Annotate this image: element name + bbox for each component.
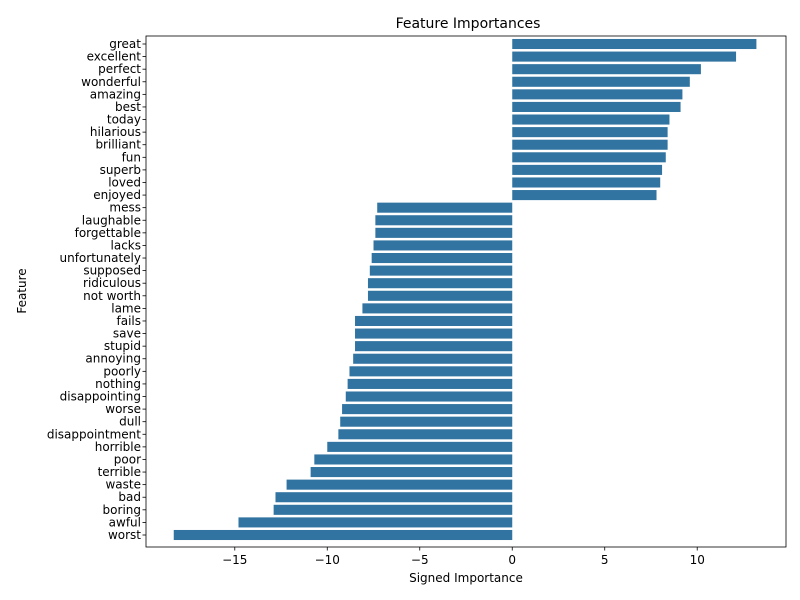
- bar-annoying: [353, 353, 513, 364]
- y-tick-label: poorly: [103, 364, 141, 378]
- x-tick-label: 5: [601, 553, 609, 567]
- x-tick-label: 0: [508, 553, 516, 567]
- y-tick-label: wonderful: [81, 75, 141, 89]
- bar-forgettable: [375, 227, 513, 238]
- x-tick-label: −5: [411, 553, 429, 567]
- y-tick-label: terrible: [98, 465, 141, 479]
- y-tick-label: great: [109, 37, 141, 51]
- y-tick-label: supposed: [83, 264, 141, 278]
- plot-frame: [145, 35, 787, 548]
- bar-mess: [377, 202, 513, 213]
- bar-poor: [314, 454, 513, 465]
- bar-excellent: [512, 51, 737, 62]
- bar-supposed: [369, 265, 513, 276]
- x-axis-label: Signed Importance: [409, 571, 523, 585]
- chart-title: Feature Importances: [396, 16, 541, 32]
- y-tick-label: excellent: [87, 50, 142, 64]
- bar-hilarious: [512, 127, 668, 138]
- y-tick-label: enjoyed: [93, 188, 141, 202]
- bar-awful: [238, 517, 513, 528]
- y-tick-label: amazing: [90, 87, 141, 101]
- bar-superb: [512, 164, 663, 175]
- y-tick-label: laughable: [82, 213, 141, 227]
- bar-lacks: [373, 240, 513, 251]
- bar-worse: [342, 404, 513, 415]
- bar-terrible: [310, 467, 513, 478]
- y-tick-label: ridiculous: [83, 276, 141, 290]
- y-tick-label: save: [113, 327, 141, 341]
- y-tick-label: annoying: [85, 352, 141, 366]
- bar-wonderful: [512, 76, 690, 87]
- bar-best: [512, 101, 681, 112]
- y-tick-label: today: [107, 113, 141, 127]
- y-tick-label: bad: [118, 490, 141, 504]
- bar-dull: [340, 416, 513, 427]
- bar-lame: [362, 303, 513, 314]
- bar-today: [512, 114, 670, 125]
- bar-perfect: [512, 64, 701, 75]
- y-tick-label: perfect: [98, 62, 141, 76]
- y-tick-label: worse: [105, 402, 141, 416]
- y-tick-label: lacks: [111, 238, 142, 252]
- y-axis-label: Feature: [15, 268, 29, 313]
- y-tick-label: lame: [111, 301, 141, 315]
- y-tick-label: fails: [117, 314, 142, 328]
- bars-group: [173, 38, 757, 541]
- y-tick-label: best: [115, 100, 141, 114]
- bar-horrible: [327, 441, 513, 452]
- y-tick-label: disappointment: [47, 427, 141, 441]
- y-tick-label: horrible: [95, 440, 141, 454]
- y-axis-ticks: greatexcellentperfectwonderfulamazingbes…: [47, 37, 146, 542]
- y-tick-label: mess: [109, 201, 141, 215]
- bar-bad: [275, 492, 513, 503]
- y-tick-label: forgettable: [75, 226, 141, 240]
- bar-disappointment: [338, 429, 513, 440]
- bar-amazing: [512, 89, 683, 100]
- y-tick-label: nothing: [95, 377, 141, 391]
- y-tick-label: stupid: [104, 339, 141, 353]
- bar-laughable: [375, 215, 513, 226]
- bar-ridiculous: [367, 278, 513, 289]
- bar-brilliant: [512, 139, 668, 150]
- bar-stupid: [355, 341, 513, 352]
- x-tick-label: 10: [690, 553, 705, 567]
- y-tick-label: disappointing: [60, 390, 141, 404]
- y-tick-label: poor: [114, 452, 141, 466]
- x-tick-label: −10: [315, 553, 340, 567]
- bar-not-worth: [367, 290, 513, 301]
- bar-disappointing: [345, 391, 513, 402]
- y-tick-label: unfortunately: [59, 251, 141, 265]
- x-axis-ticks: −15 −10 −5 0 5 10: [222, 547, 705, 567]
- y-tick-label: superb: [100, 163, 141, 177]
- y-tick-label: fun: [122, 150, 141, 164]
- bar-boring: [273, 504, 513, 515]
- y-tick-label: hilarious: [90, 125, 141, 139]
- y-tick-label: boring: [103, 503, 141, 517]
- y-tick-label: loved: [108, 175, 141, 189]
- y-tick-label: dull: [119, 415, 141, 429]
- bar-poorly: [349, 366, 513, 377]
- bar-waste: [286, 479, 513, 490]
- y-tick-label: not worth: [83, 289, 141, 303]
- bar-fun: [512, 152, 666, 163]
- bar-unfortunately: [371, 252, 513, 264]
- bar-great: [512, 38, 757, 50]
- bar-save: [355, 328, 513, 339]
- bar-fails: [355, 315, 513, 327]
- bar-loved: [512, 177, 661, 188]
- y-tick-label: waste: [105, 478, 141, 492]
- x-tick-label: −15: [222, 553, 247, 567]
- bar-worst: [173, 529, 513, 541]
- y-tick-label: worst: [108, 528, 141, 542]
- bar-nothing: [347, 378, 513, 389]
- y-tick-label: awful: [109, 515, 141, 529]
- y-tick-label: brilliant: [95, 138, 141, 152]
- bar-enjoyed: [512, 190, 657, 201]
